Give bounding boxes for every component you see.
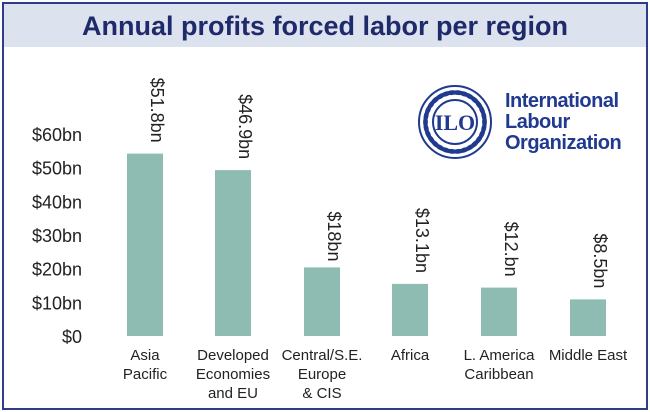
ilo-emblem-icon: ILO (418, 85, 492, 159)
category-label: Africa (391, 347, 430, 364)
x-axis-labels: Asia Pacific Developed Economies and EU Centr… (123, 347, 628, 402)
bar-value-label: $8.5bn (590, 233, 610, 288)
y-tick-label: $20bn (32, 260, 82, 280)
bar (215, 170, 251, 336)
y-tick-label: $30bn (32, 226, 82, 246)
emblem-leaf (481, 110, 487, 122)
bar (481, 287, 517, 336)
bar-value-label: $12.bn (501, 222, 521, 277)
category-label: Europe (298, 366, 346, 383)
bar-value-label: $46.9bn (235, 94, 255, 159)
bar (392, 283, 428, 336)
category-label: Economies (196, 366, 270, 383)
category-label: L. America (464, 347, 536, 364)
logo-line-3: Organization (505, 132, 622, 154)
category-label: Middle East (549, 347, 628, 364)
bar (570, 299, 606, 336)
title-bar: Annual profits forced labor per region (4, 4, 646, 47)
y-tick-label: $0 (62, 327, 82, 347)
category-label: Pacific (123, 366, 168, 383)
category-label: Developed (197, 347, 269, 364)
bar-value-label: $51.8bn (147, 78, 167, 143)
bar-value-label: $18bn (324, 211, 344, 261)
bars (127, 153, 606, 336)
ilo-logo-text: International Labour Organization (505, 90, 622, 154)
category-label: and EU (208, 385, 258, 402)
y-axis-ticks: $0 $10bn $20bn $30bn $40bn $50bn $60bn (32, 125, 82, 347)
chart-title: Annual profits forced labor per region (81, 11, 569, 41)
logo-line-2: Labour (505, 111, 570, 133)
category-label: Asia (130, 347, 160, 364)
emblem-ring (418, 85, 492, 159)
bar (304, 267, 340, 336)
bar-value-label: $13.1bn (412, 208, 432, 273)
category-label: Central/S.E. (282, 347, 363, 364)
y-tick-label: $60bn (32, 125, 82, 145)
category-label: & CIS (302, 385, 341, 402)
logo-line-1: International (505, 90, 619, 112)
y-tick-label: $40bn (32, 192, 82, 212)
bar (127, 153, 163, 336)
emblem-text: ILO (435, 110, 475, 135)
y-tick-label: $50bn (32, 159, 82, 179)
y-tick-label: $10bn (32, 293, 82, 313)
data-labels: $51.8bn $46.9bn $18bn $13.1bn $12.bn $8.5bn (147, 78, 610, 289)
category-label: Caribbean (464, 366, 533, 383)
emblem-center (432, 99, 478, 145)
